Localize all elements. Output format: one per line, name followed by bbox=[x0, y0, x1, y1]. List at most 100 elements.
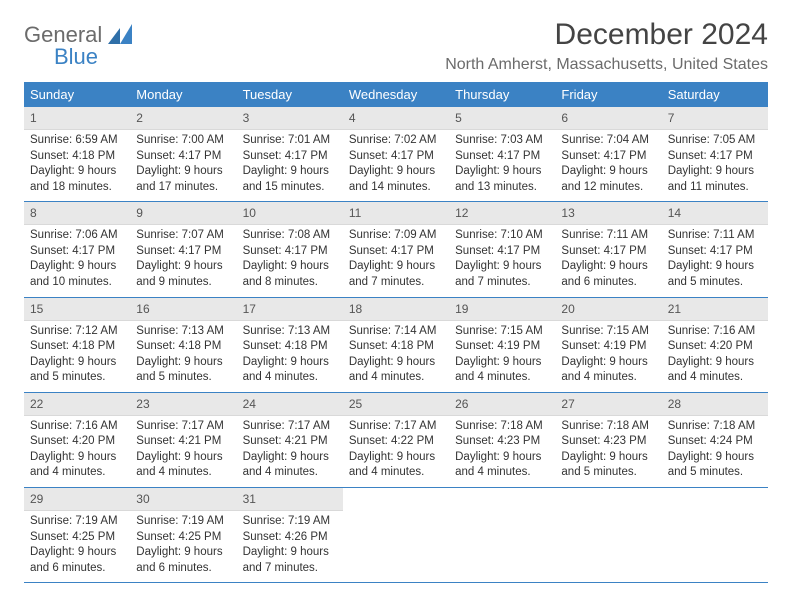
sunset-text: Sunset: 4:20 PM bbox=[30, 434, 124, 450]
logo-word-1: General bbox=[24, 24, 102, 46]
daylight-text: Daylight: 9 hours and 4 minutes. bbox=[243, 450, 337, 481]
daylight-text: Daylight: 9 hours and 7 minutes. bbox=[349, 259, 443, 290]
day-body: Sunrise: 7:03 AMSunset: 4:17 PMDaylight:… bbox=[449, 130, 555, 201]
day-number: 19 bbox=[449, 298, 555, 321]
day-number: 4 bbox=[343, 107, 449, 130]
sunrise-text: Sunrise: 7:17 AM bbox=[349, 419, 443, 435]
daylight-text: Daylight: 9 hours and 4 minutes. bbox=[30, 450, 124, 481]
day-cell: 5Sunrise: 7:03 AMSunset: 4:17 PMDaylight… bbox=[449, 107, 555, 201]
day-cell: 4Sunrise: 7:02 AMSunset: 4:17 PMDaylight… bbox=[343, 107, 449, 201]
sunrise-text: Sunrise: 7:09 AM bbox=[349, 228, 443, 244]
day-number: 14 bbox=[662, 202, 768, 225]
day-number: 23 bbox=[130, 393, 236, 416]
sunset-text: Sunset: 4:25 PM bbox=[136, 530, 230, 546]
day-cell: 17Sunrise: 7:13 AMSunset: 4:18 PMDayligh… bbox=[237, 298, 343, 392]
sunset-text: Sunset: 4:18 PM bbox=[30, 149, 124, 165]
day-cell: 9Sunrise: 7:07 AMSunset: 4:17 PMDaylight… bbox=[130, 202, 236, 296]
sunrise-text: Sunrise: 7:13 AM bbox=[243, 324, 337, 340]
sunrise-text: Sunrise: 7:08 AM bbox=[243, 228, 337, 244]
sunset-text: Sunset: 4:23 PM bbox=[561, 434, 655, 450]
day-cell bbox=[662, 488, 768, 582]
day-number: 1 bbox=[24, 107, 130, 130]
daylight-text: Daylight: 9 hours and 5 minutes. bbox=[561, 450, 655, 481]
daylight-text: Daylight: 9 hours and 8 minutes. bbox=[243, 259, 337, 290]
sunset-text: Sunset: 4:17 PM bbox=[561, 244, 655, 260]
day-number: 2 bbox=[130, 107, 236, 130]
day-cell: 23Sunrise: 7:17 AMSunset: 4:21 PMDayligh… bbox=[130, 393, 236, 487]
day-number: 3 bbox=[237, 107, 343, 130]
title-block: December 2024 bbox=[555, 18, 768, 52]
day-number: 15 bbox=[24, 298, 130, 321]
day-number: 20 bbox=[555, 298, 661, 321]
sunrise-text: Sunrise: 7:11 AM bbox=[668, 228, 762, 244]
week-row: 22Sunrise: 7:16 AMSunset: 4:20 PMDayligh… bbox=[24, 393, 768, 488]
sunrise-text: Sunrise: 7:15 AM bbox=[561, 324, 655, 340]
daylight-text: Daylight: 9 hours and 15 minutes. bbox=[243, 164, 337, 195]
dow-cell: Friday bbox=[555, 82, 661, 107]
daylight-text: Daylight: 9 hours and 4 minutes. bbox=[668, 355, 762, 386]
dow-cell: Wednesday bbox=[343, 82, 449, 107]
sunset-text: Sunset: 4:18 PM bbox=[136, 339, 230, 355]
day-cell: 20Sunrise: 7:15 AMSunset: 4:19 PMDayligh… bbox=[555, 298, 661, 392]
day-number: 9 bbox=[130, 202, 236, 225]
day-body: Sunrise: 7:17 AMSunset: 4:21 PMDaylight:… bbox=[237, 416, 343, 487]
day-number: 13 bbox=[555, 202, 661, 225]
day-of-week-header: SundayMondayTuesdayWednesdayThursdayFrid… bbox=[24, 82, 768, 107]
day-number: 25 bbox=[343, 393, 449, 416]
day-cell: 26Sunrise: 7:18 AMSunset: 4:23 PMDayligh… bbox=[449, 393, 555, 487]
day-cell: 6Sunrise: 7:04 AMSunset: 4:17 PMDaylight… bbox=[555, 107, 661, 201]
sunrise-text: Sunrise: 7:19 AM bbox=[136, 514, 230, 530]
calendar-body: 1Sunrise: 6:59 AMSunset: 4:18 PMDaylight… bbox=[24, 107, 768, 583]
day-cell: 24Sunrise: 7:17 AMSunset: 4:21 PMDayligh… bbox=[237, 393, 343, 487]
sunrise-text: Sunrise: 7:15 AM bbox=[455, 324, 549, 340]
calendar: SundayMondayTuesdayWednesdayThursdayFrid… bbox=[24, 82, 768, 583]
sunrise-text: Sunrise: 7:00 AM bbox=[136, 133, 230, 149]
day-cell: 12Sunrise: 7:10 AMSunset: 4:17 PMDayligh… bbox=[449, 202, 555, 296]
day-body: Sunrise: 7:02 AMSunset: 4:17 PMDaylight:… bbox=[343, 130, 449, 201]
day-body: Sunrise: 7:04 AMSunset: 4:17 PMDaylight:… bbox=[555, 130, 661, 201]
daylight-text: Daylight: 9 hours and 11 minutes. bbox=[668, 164, 762, 195]
day-cell: 19Sunrise: 7:15 AMSunset: 4:19 PMDayligh… bbox=[449, 298, 555, 392]
sunset-text: Sunset: 4:17 PM bbox=[243, 149, 337, 165]
day-body: Sunrise: 7:13 AMSunset: 4:18 PMDaylight:… bbox=[237, 321, 343, 392]
dow-cell: Tuesday bbox=[237, 82, 343, 107]
dow-cell: Sunday bbox=[24, 82, 130, 107]
day-number: 29 bbox=[24, 488, 130, 511]
sunset-text: Sunset: 4:17 PM bbox=[455, 149, 549, 165]
daylight-text: Daylight: 9 hours and 13 minutes. bbox=[455, 164, 549, 195]
day-body: Sunrise: 7:00 AMSunset: 4:17 PMDaylight:… bbox=[130, 130, 236, 201]
week-row: 15Sunrise: 7:12 AMSunset: 4:18 PMDayligh… bbox=[24, 298, 768, 393]
sunrise-text: Sunrise: 7:16 AM bbox=[668, 324, 762, 340]
dow-cell: Monday bbox=[130, 82, 236, 107]
daylight-text: Daylight: 9 hours and 6 minutes. bbox=[561, 259, 655, 290]
day-body: Sunrise: 7:18 AMSunset: 4:23 PMDaylight:… bbox=[449, 416, 555, 487]
sunrise-text: Sunrise: 7:17 AM bbox=[243, 419, 337, 435]
sunset-text: Sunset: 4:25 PM bbox=[30, 530, 124, 546]
sunset-text: Sunset: 4:17 PM bbox=[136, 244, 230, 260]
sunrise-text: Sunrise: 7:18 AM bbox=[455, 419, 549, 435]
sunset-text: Sunset: 4:21 PM bbox=[136, 434, 230, 450]
day-cell bbox=[343, 488, 449, 582]
day-number: 24 bbox=[237, 393, 343, 416]
day-body: Sunrise: 7:19 AMSunset: 4:25 PMDaylight:… bbox=[24, 511, 130, 582]
day-body: Sunrise: 7:07 AMSunset: 4:17 PMDaylight:… bbox=[130, 225, 236, 296]
sunrise-text: Sunrise: 7:19 AM bbox=[30, 514, 124, 530]
sunset-text: Sunset: 4:17 PM bbox=[349, 149, 443, 165]
dow-cell: Saturday bbox=[662, 82, 768, 107]
daylight-text: Daylight: 9 hours and 4 minutes. bbox=[136, 450, 230, 481]
daylight-text: Daylight: 9 hours and 4 minutes. bbox=[349, 355, 443, 386]
sunset-text: Sunset: 4:17 PM bbox=[561, 149, 655, 165]
sunrise-text: Sunrise: 7:01 AM bbox=[243, 133, 337, 149]
day-number: 26 bbox=[449, 393, 555, 416]
day-body: Sunrise: 7:09 AMSunset: 4:17 PMDaylight:… bbox=[343, 225, 449, 296]
daylight-text: Daylight: 9 hours and 14 minutes. bbox=[349, 164, 443, 195]
day-cell: 8Sunrise: 7:06 AMSunset: 4:17 PMDaylight… bbox=[24, 202, 130, 296]
day-number: 17 bbox=[237, 298, 343, 321]
day-body: Sunrise: 7:18 AMSunset: 4:24 PMDaylight:… bbox=[662, 416, 768, 487]
sunset-text: Sunset: 4:17 PM bbox=[668, 149, 762, 165]
day-cell bbox=[449, 488, 555, 582]
daylight-text: Daylight: 9 hours and 7 minutes. bbox=[243, 545, 337, 576]
daylight-text: Daylight: 9 hours and 7 minutes. bbox=[455, 259, 549, 290]
daylight-text: Daylight: 9 hours and 4 minutes. bbox=[455, 450, 549, 481]
day-number: 21 bbox=[662, 298, 768, 321]
